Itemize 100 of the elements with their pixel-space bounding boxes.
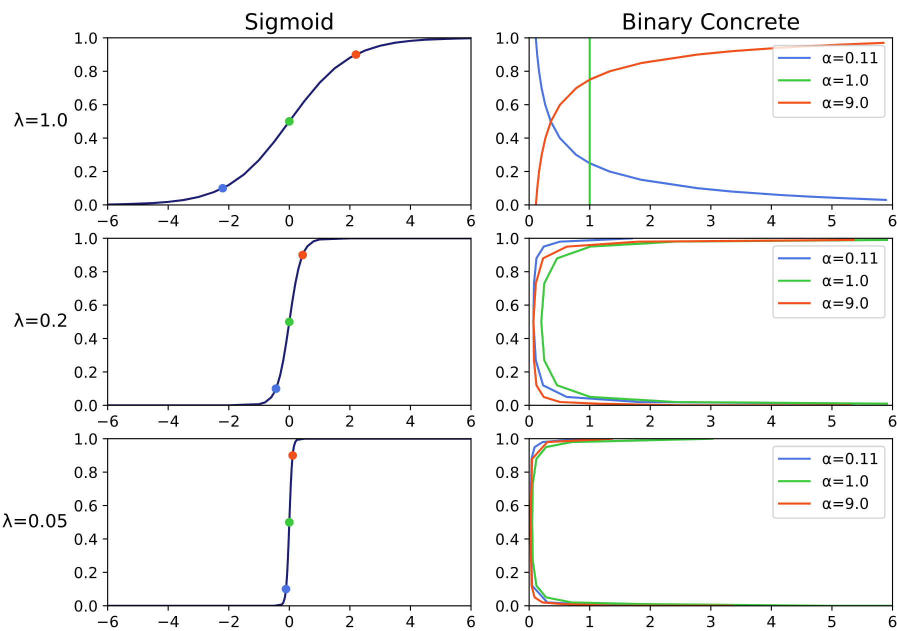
point <box>282 584 290 594</box>
x-tick-label: 2 <box>346 616 354 628</box>
legend-label: α=9.0 <box>822 297 868 309</box>
y-tick-label: 1.0 <box>496 433 518 445</box>
x-tick-label: −6 <box>98 415 118 427</box>
y-tick-label: 0.6 <box>496 99 518 111</box>
x-tick-label: 6 <box>888 214 896 226</box>
x-tick-label: −4 <box>158 616 179 628</box>
y-tick-label: 0.2 <box>74 166 96 178</box>
y-tick-label: 0.8 <box>496 66 518 78</box>
x-tick-label: −6 <box>98 616 118 628</box>
x-tick-label: 0 <box>525 415 533 427</box>
point <box>352 50 360 59</box>
y-axis-title: λ=0.2 <box>14 313 66 328</box>
x-tick-label: 6 <box>888 616 896 628</box>
point <box>284 317 294 326</box>
legend-label: α=1.0 <box>822 475 868 487</box>
y-tick-label: 0.0 <box>496 400 518 412</box>
x-tick-label: 6 <box>467 214 475 226</box>
legend-label: α=0.11 <box>822 452 878 464</box>
point <box>288 451 298 460</box>
y-tick-label: 1.0 <box>75 232 97 244</box>
y-tick-label: 0.0 <box>496 199 518 211</box>
x-tick-label: 3 <box>707 616 714 628</box>
x-tick-label: −4 <box>158 215 179 226</box>
x-tick-label: 1 <box>586 616 594 628</box>
x-tick-label: 6 <box>467 415 475 427</box>
y-tick-label: 1.0 <box>75 32 97 44</box>
x-tick-label: 5 <box>828 616 836 628</box>
y-tick-label: 0.2 <box>496 166 518 178</box>
y-axis-title: λ=1.0 <box>14 112 67 127</box>
chart-title: Sigmoid <box>246 12 332 34</box>
point <box>284 117 294 126</box>
y-tick-label: 0.8 <box>496 266 518 278</box>
x-tick-label: 6 <box>467 616 475 628</box>
point <box>272 384 280 393</box>
x-tick-label: 2 <box>346 214 354 226</box>
x-tick-label: 4 <box>767 416 776 427</box>
x-tick-label: 3 <box>707 214 714 226</box>
point <box>218 184 228 193</box>
y-tick-label: 1.0 <box>496 232 518 244</box>
x-tick-label: −6 <box>98 214 118 226</box>
y-tick-label: 0.4 <box>496 533 519 545</box>
y-tick-label: 0.8 <box>74 66 97 78</box>
point <box>298 250 308 260</box>
line-series <box>531 438 893 606</box>
legend-label: α=0.11 <box>822 252 878 264</box>
x-tick-label: 2 <box>646 214 654 226</box>
x-tick-label: 4 <box>406 416 414 427</box>
y-tick-label: 0.6 <box>496 300 518 312</box>
x-tick-label: 2 <box>346 415 354 427</box>
x-tick-label: 0 <box>285 415 294 427</box>
legend-label: α=1.0 <box>822 274 868 286</box>
y-tick-label: 0.2 <box>74 366 96 378</box>
x-tick-label: 4 <box>406 215 414 226</box>
y-tick-label: 0.4 <box>74 533 98 545</box>
legend-label: α=9.0 <box>822 96 868 108</box>
legend-label: α=9.0 <box>822 498 868 510</box>
legend-label: α=1.0 <box>822 74 868 86</box>
y-tick-label: 0.4 <box>496 332 519 345</box>
y-tick-label: 0.4 <box>74 332 98 345</box>
legend-label: α=0.11 <box>822 52 878 64</box>
y-tick-label: 0.8 <box>74 466 97 478</box>
y-tick-label: 0.0 <box>74 199 97 211</box>
x-tick-label: 5 <box>828 215 836 226</box>
x-tick-label: 6 <box>888 415 896 427</box>
y-tick-label: 0.8 <box>74 266 97 278</box>
x-tick-label: 2 <box>646 616 654 628</box>
x-tick-label: 0 <box>285 616 294 628</box>
x-tick-label: 5 <box>828 416 836 427</box>
y-tick-label: 0.6 <box>74 300 97 312</box>
y-tick-label: 0.2 <box>74 566 96 578</box>
y-tick-label: 0.4 <box>496 132 519 144</box>
x-tick-label: −2 <box>219 616 238 628</box>
x-tick-label: 1 <box>586 416 594 427</box>
point <box>284 518 294 527</box>
y-tick-label: 0.6 <box>74 99 97 111</box>
y-tick-label: 0.0 <box>74 400 97 412</box>
y-axis-title: λ=0.05 <box>2 514 66 528</box>
x-tick-label: 2 <box>646 415 654 427</box>
chart-title: Binary Concrete <box>624 12 799 34</box>
x-tick-label: −2 <box>219 214 238 226</box>
x-tick-label: 0 <box>285 214 294 226</box>
x-tick-label: 0 <box>525 616 533 628</box>
x-tick-label: 1 <box>586 215 594 226</box>
x-tick-label: −4 <box>158 416 179 427</box>
x-tick-label: 4 <box>767 616 776 628</box>
y-tick-label: 0.6 <box>496 500 518 512</box>
y-tick-label: 0.4 <box>74 132 98 144</box>
y-tick-label: 0.0 <box>74 600 97 612</box>
x-tick-label: −2 <box>219 415 238 427</box>
y-tick-label: 0.8 <box>496 466 518 478</box>
y-tick-label: 0.6 <box>74 500 97 512</box>
y-tick-label: 1.0 <box>75 433 97 445</box>
y-tick-label: 0.2 <box>496 366 518 378</box>
x-tick-label: 0 <box>525 214 533 226</box>
y-tick-label: 0.2 <box>496 566 518 578</box>
y-tick-label: 1.0 <box>496 32 518 44</box>
x-tick-label: 4 <box>767 215 776 226</box>
y-tick-label: 0.0 <box>496 600 518 612</box>
